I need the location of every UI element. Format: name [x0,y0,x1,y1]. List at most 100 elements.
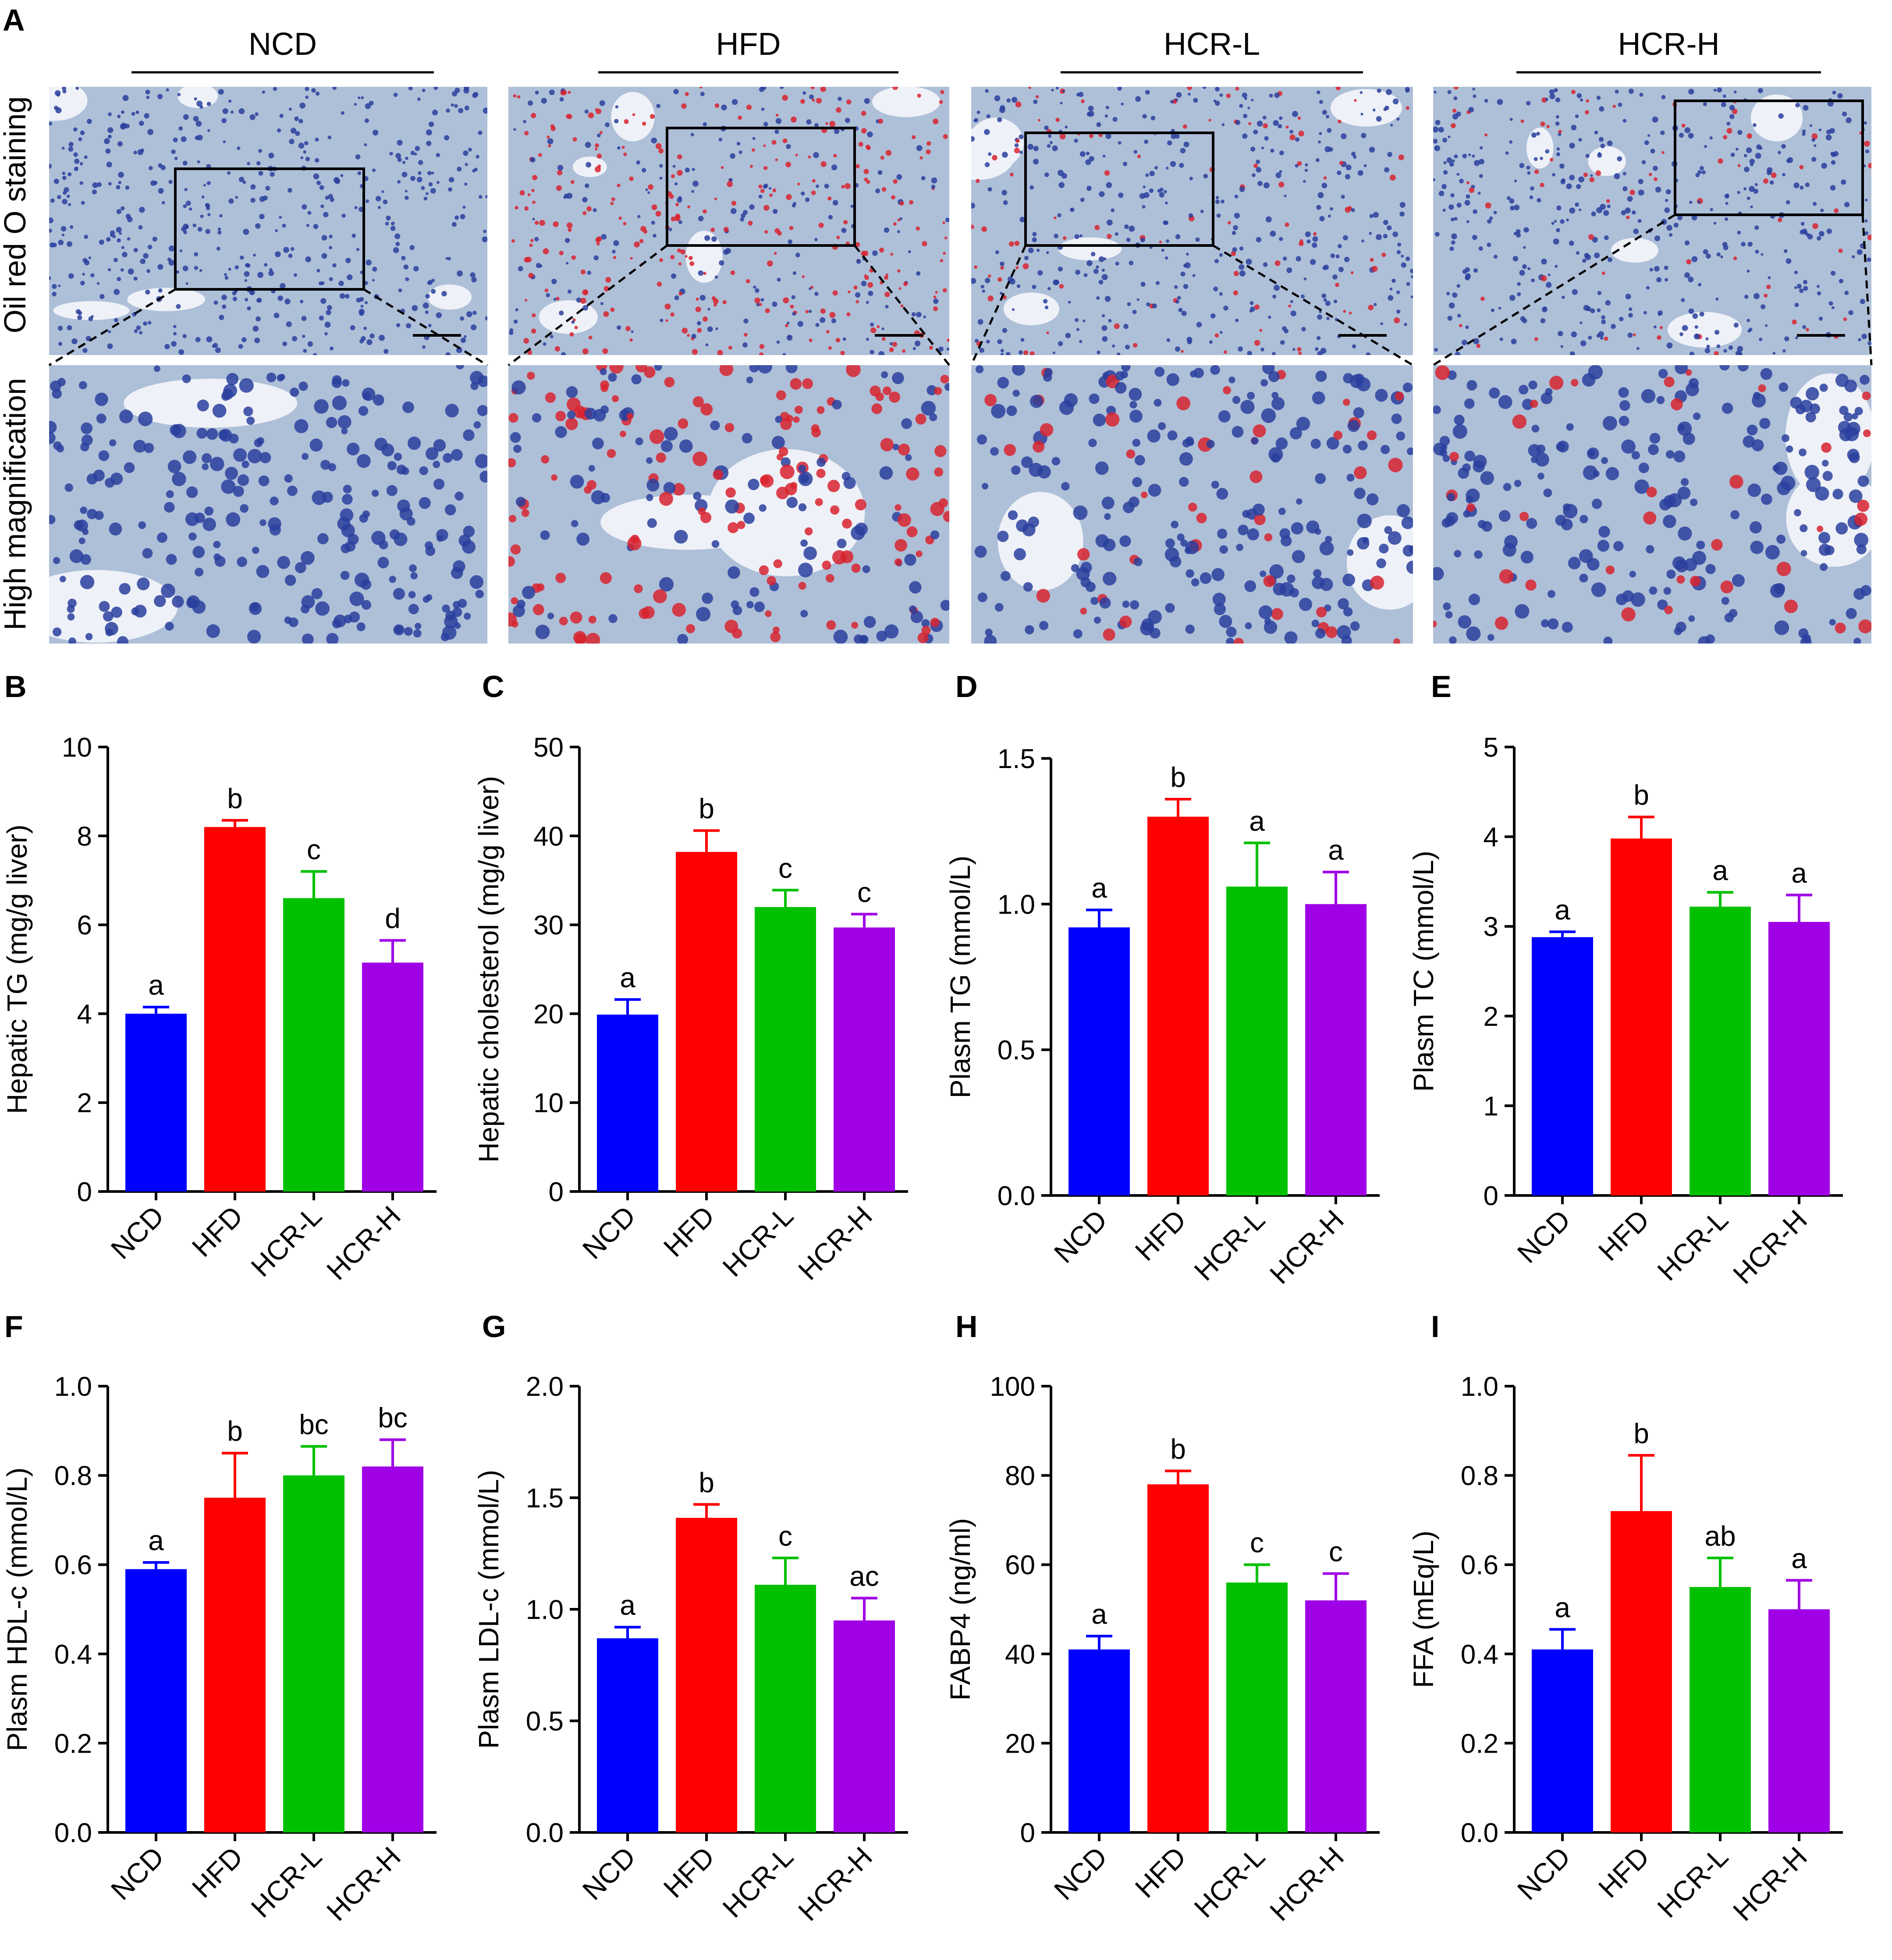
nucleus [878,351,885,355]
nucleus [365,103,371,109]
nucleus [1303,180,1306,183]
nucleus [321,235,327,241]
nucleus [850,204,854,208]
bar-hcr-l [1690,1587,1751,1832]
nucleus [1129,388,1142,401]
nucleus [1491,308,1495,312]
nucleus [707,326,713,332]
nucleus [1290,310,1296,317]
nucleus [1101,496,1115,509]
nucleus [1396,290,1400,295]
nucleus [1663,495,1676,508]
nucleus [259,519,266,526]
nucleus [192,546,205,558]
nucleus [1232,247,1237,252]
nucleus [659,577,674,592]
nucleus [1317,90,1320,94]
lipid-droplet [511,239,515,243]
nucleus [1158,422,1166,430]
nucleus [1454,217,1458,221]
nucleus [1384,105,1389,110]
lipid-droplet [682,327,688,334]
nucleus [1295,137,1300,142]
lipid-droplet [1094,225,1100,230]
nucleus [1489,216,1493,220]
nucleus [1127,302,1131,306]
nucleus [1663,587,1672,595]
nucleus [1530,456,1538,463]
lipid-droplet [689,261,695,266]
nucleus [68,146,74,152]
nucleus [1795,103,1800,108]
nucleus [1433,178,1436,181]
lipid-droplet [1081,99,1085,103]
nucleus [1279,150,1284,156]
lipid-droplet [759,303,762,306]
nucleus [176,304,181,309]
lipid-droplet [1214,333,1219,338]
nucleus [389,152,393,156]
nucleus [50,198,55,203]
nucleus [114,318,118,323]
nucleus [1060,102,1063,105]
lipid-droplet [846,365,861,377]
nucleus [362,388,376,401]
nucleus [78,537,85,544]
nucleus [1580,98,1583,102]
nucleus [418,171,422,175]
nucleus [833,630,848,644]
lipid-droplet [912,135,916,139]
nucleus [1080,562,1092,573]
lipid-droplet [1259,329,1263,332]
nucleus [1058,341,1063,346]
nucleus [916,145,923,151]
nucleus [997,530,1009,542]
y-tick-label: 0.4 [54,1640,92,1670]
nucleus [1761,493,1772,505]
nucleus [979,348,984,353]
significance-label: a [1555,1592,1570,1623]
nucleus [1023,582,1033,592]
nucleus [1569,351,1575,355]
lipid-droplet [1541,275,1547,281]
nucleus [182,374,191,383]
nucleus [528,100,533,106]
nucleus [1537,473,1544,480]
nucleus [219,315,224,320]
nucleus [337,415,351,429]
lipid-droplet [1278,181,1285,188]
nucleus [426,192,429,195]
nucleus [433,87,438,90]
lipid-droplet [871,403,882,414]
nucleus [1800,524,1808,533]
vessel-lumen [685,231,723,283]
nucleus [1761,253,1764,256]
nucleus [1618,387,1629,398]
nucleus [731,208,737,214]
nucleus [256,161,261,166]
nucleus [319,185,324,190]
lipid-droplet [829,121,836,127]
nucleus [240,504,249,513]
nucleus [1673,450,1686,462]
nucleus [1523,227,1529,233]
lipid-droplet [513,94,517,98]
nucleus [458,108,464,114]
lipid-droplet [939,100,943,104]
nucleus [238,344,243,349]
y-tick-label: 0.6 [54,1550,92,1580]
vessel-lumen [127,288,206,311]
lipid-droplet [1659,326,1663,329]
y-tick-label: 40 [1005,1640,1035,1670]
nucleus [275,251,281,257]
nucleus [1598,331,1604,337]
lipid-droplet [1664,377,1675,388]
lipid-droplet [816,98,822,104]
nucleus [645,188,648,191]
nucleus [485,316,487,320]
nucleus [1531,132,1537,138]
nucleus [1335,254,1340,259]
lipid-droplet [534,221,539,225]
significance-label: b [1170,1433,1186,1465]
nucleus [1233,225,1238,231]
